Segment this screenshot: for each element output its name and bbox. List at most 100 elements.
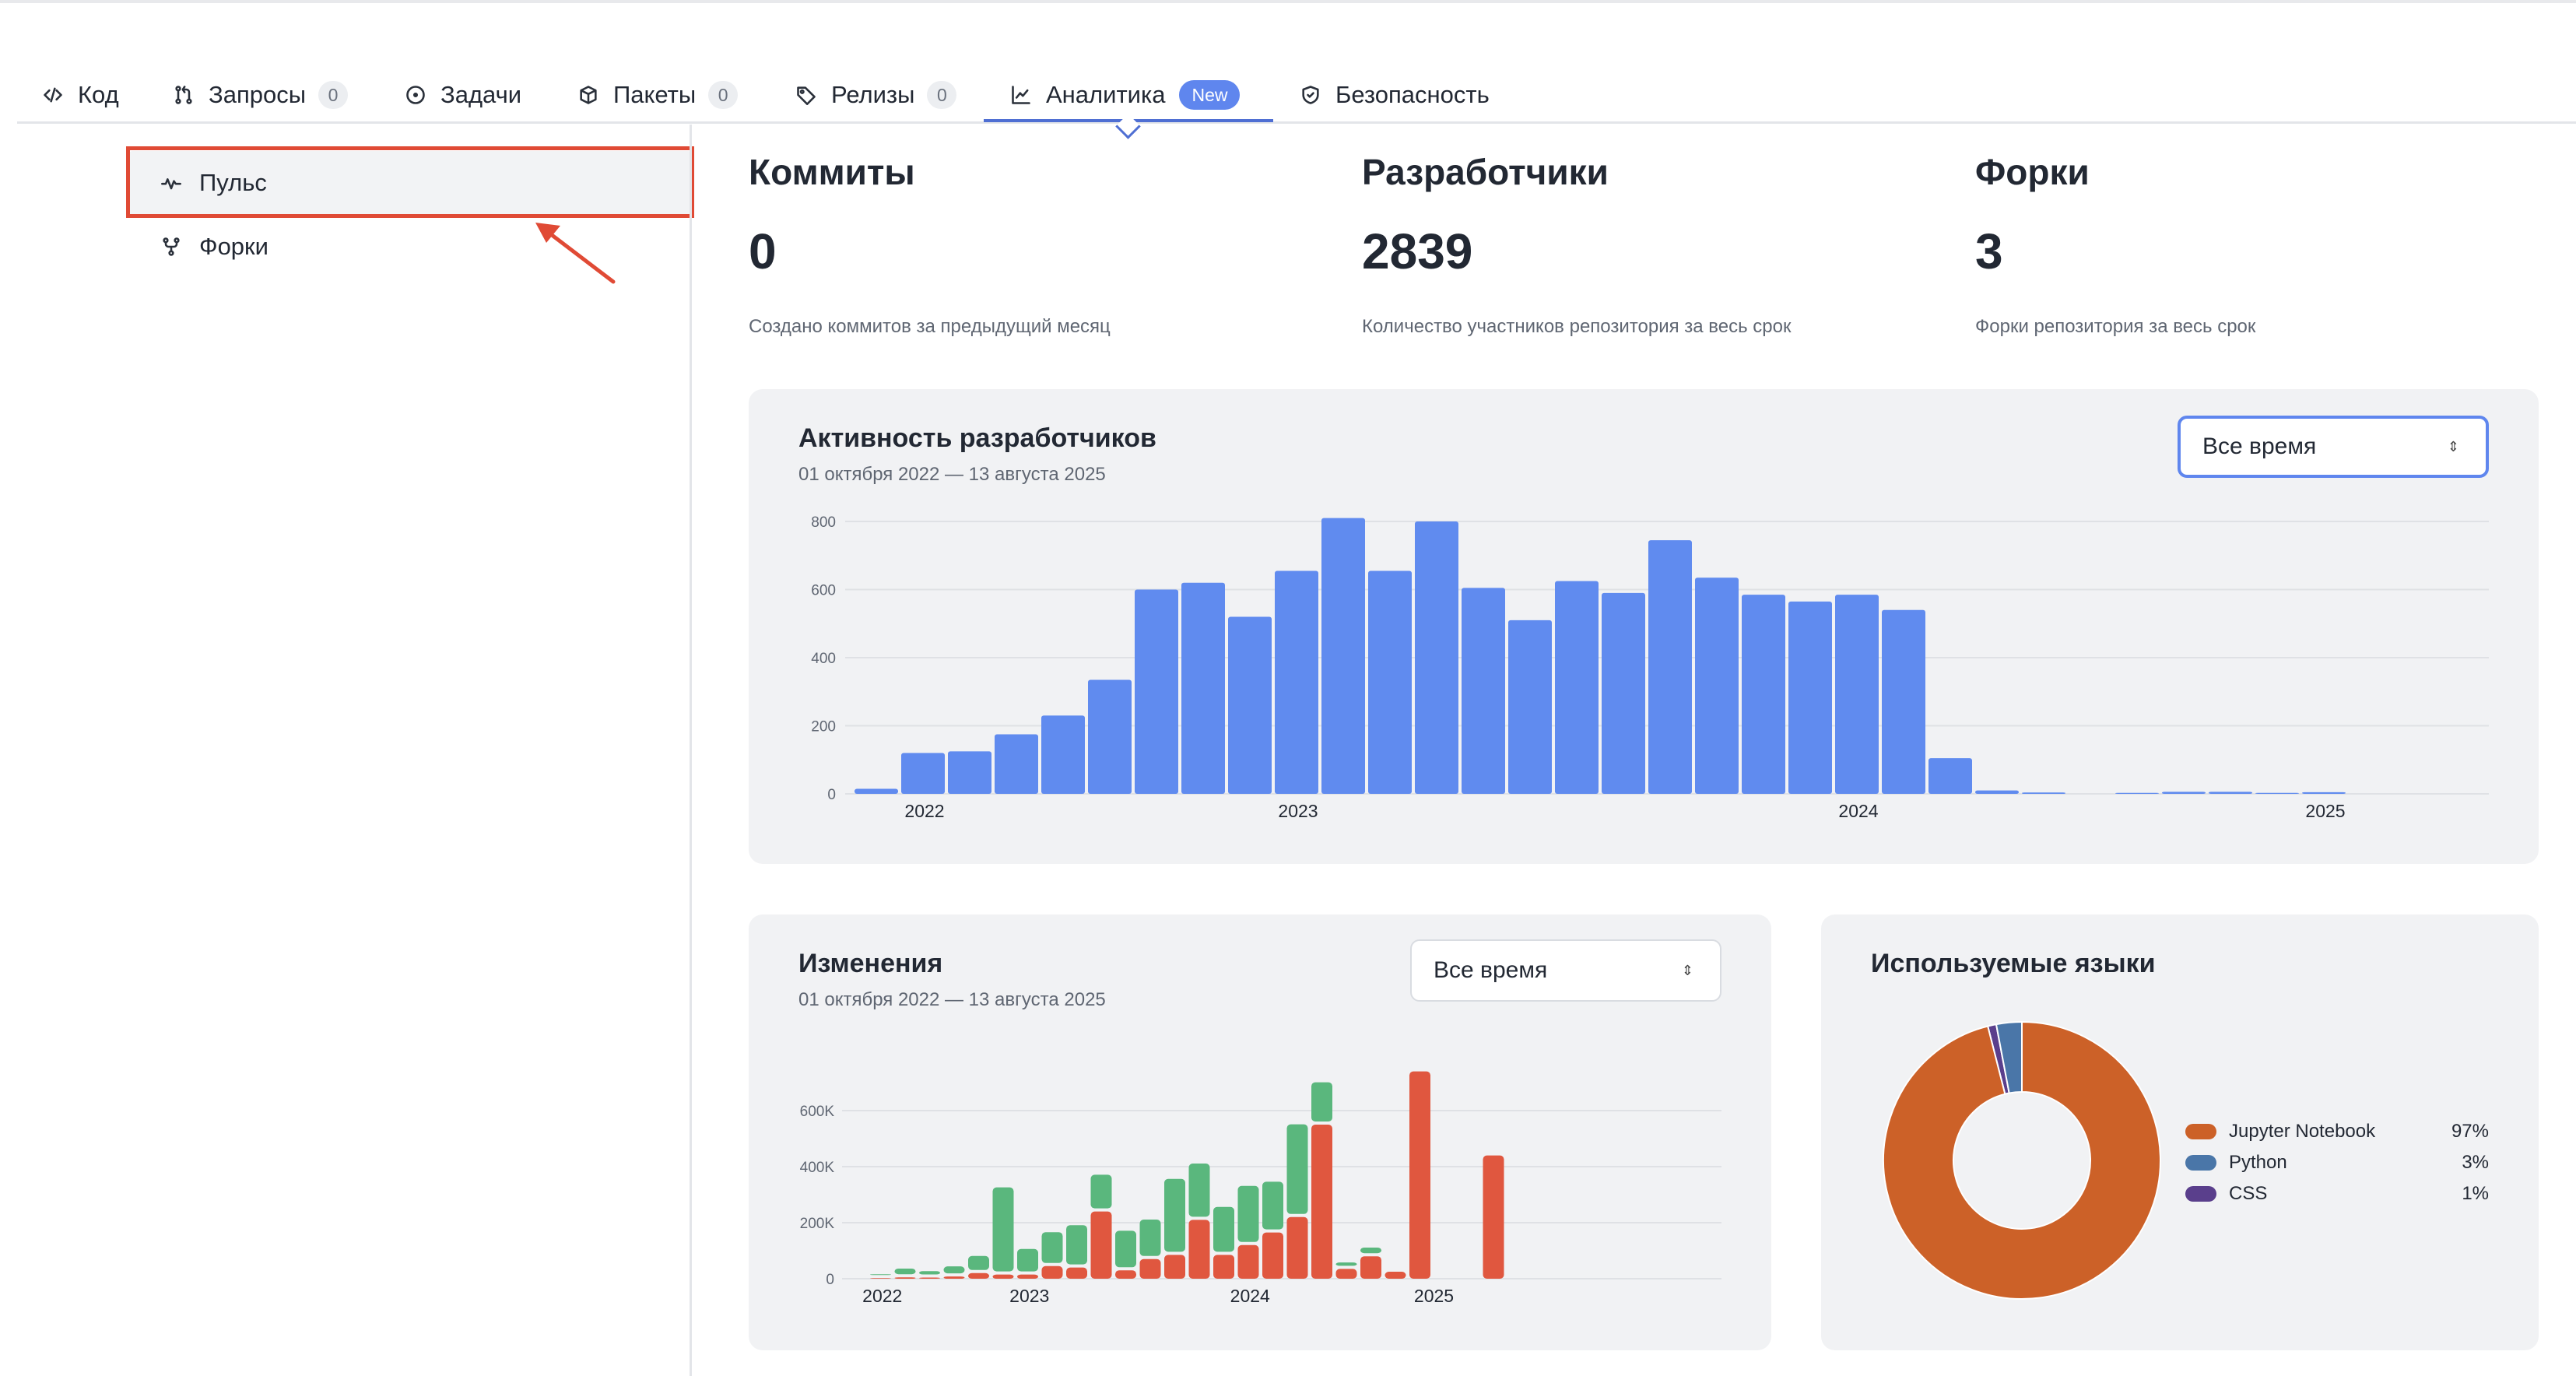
bar-additions — [1360, 1248, 1381, 1254]
panel-subtitle: 01 октября 2022 — 13 августа 2025 — [798, 464, 1106, 485]
issue-icon — [406, 86, 425, 104]
bar-deletions — [1409, 1071, 1430, 1279]
bar-deletions — [1360, 1256, 1381, 1279]
tabs-divider — [17, 121, 2576, 124]
panel-title: Изменения — [798, 949, 943, 978]
x-tick-label: 2022 — [862, 1286, 902, 1306]
tab-label: Код — [78, 81, 119, 108]
y-tick-label: 200K — [800, 1216, 835, 1232]
sidebar-item-forks[interactable]: Форки — [129, 215, 268, 279]
bar-additions — [1311, 1082, 1332, 1122]
bar — [948, 751, 991, 794]
package-icon — [580, 86, 597, 104]
stat-contributors: Разработчики 2839 Количество участников … — [1362, 151, 1938, 337]
bar — [1181, 582, 1225, 794]
top-border — [0, 0, 2576, 3]
bar-additions — [1164, 1178, 1185, 1252]
bar-deletions — [1090, 1211, 1112, 1279]
legend-swatch — [2185, 1155, 2216, 1171]
tab-security[interactable]: Безопасность — [1300, 67, 1490, 123]
tab-packages[interactable]: Пакеты 0 — [577, 67, 739, 123]
bar-deletions — [1385, 1272, 1406, 1279]
pulse-icon — [161, 178, 181, 190]
tab-releases[interactable]: Релизы 0 — [795, 67, 957, 123]
bar-deletions — [1237, 1244, 1259, 1279]
x-tick-label: 2023 — [1278, 801, 1318, 821]
tab-label: Задачи — [440, 81, 522, 108]
sidebar-divider — [690, 125, 692, 1376]
bar-deletions — [1041, 1265, 1063, 1279]
bar — [1135, 589, 1178, 794]
stat-description: Создано коммитов за предыдущий месяц — [749, 316, 1111, 337]
sidebar-item-label: Пульс — [199, 169, 267, 196]
bar-additions — [943, 1266, 965, 1274]
bar-additions — [1139, 1220, 1161, 1256]
tab-analytics[interactable]: Аналитика New — [1010, 67, 1241, 123]
tab-pull-requests[interactable]: Запросы 0 — [173, 67, 349, 123]
bar — [2115, 792, 2159, 794]
bar — [1835, 595, 1879, 794]
bar — [855, 788, 898, 794]
tab-label: Пакеты — [613, 81, 697, 108]
stat-title: Коммиты — [749, 152, 915, 192]
bar-deletions — [1139, 1258, 1161, 1279]
bar — [1882, 609, 1925, 794]
annotation-arrow-icon — [535, 223, 616, 284]
repo-tabs: Код Запросы 0 Задачи Пакеты 0 Релизы 0 А… — [17, 67, 2576, 123]
bar — [1648, 540, 1692, 794]
sidebar-item-label: Форки — [199, 233, 268, 260]
sidebar-item-pulse[interactable]: Пульс — [129, 151, 691, 215]
bar-additions — [1188, 1164, 1210, 1217]
x-tick-label: 2024 — [1230, 1286, 1270, 1306]
stat-value: 0 — [749, 223, 777, 279]
activity-period-select[interactable]: Все время ⇕ — [2178, 416, 2489, 478]
bar — [1321, 518, 1365, 794]
legend-percent: 3% — [2462, 1152, 2489, 1173]
tab-count-badge: 0 — [318, 81, 349, 109]
tab-label: Запросы — [209, 81, 307, 108]
y-tick-label: 200 — [811, 719, 836, 735]
languages-panel: Используемые языки — [1821, 914, 2539, 1350]
stat-forks: Форки 3 Форки репозитория за весь срок — [1975, 151, 2551, 337]
bar-deletions — [968, 1272, 989, 1279]
bar-additions — [1115, 1230, 1136, 1268]
bar-deletions — [894, 1277, 916, 1279]
tab-label: Аналитика — [1046, 81, 1166, 108]
changes-period-select[interactable]: Все время ⇕ — [1410, 939, 1721, 1002]
bar-additions — [1017, 1248, 1038, 1272]
select-value: Все время — [2202, 434, 2317, 459]
changes-chart: 0 200K 400K 600K 2022 2023 2024 2025 — [800, 1071, 1721, 1306]
bar-additions — [1213, 1206, 1234, 1252]
y-tick-label: 600 — [811, 583, 836, 599]
bar-additions — [1286, 1124, 1308, 1214]
stat-description: Форки репозитория за весь срок — [1975, 316, 2256, 337]
stat-value: 2839 — [1362, 223, 1473, 279]
tab-issues[interactable]: Задачи — [405, 67, 521, 123]
select-value: Все время — [1434, 957, 1548, 983]
bar-deletions — [1335, 1269, 1357, 1279]
annotation-highlight-box — [126, 146, 694, 218]
bar — [1368, 570, 1412, 794]
tab-code[interactable]: Код — [42, 67, 119, 123]
code-icon — [44, 87, 62, 103]
panel-title: Активность разработчиков — [798, 423, 1156, 453]
bar-additions — [1090, 1174, 1112, 1209]
stat-description: Количество участников репозитория за вес… — [1362, 316, 1792, 337]
bar — [2209, 792, 2252, 794]
legend-item: CSS 1% — [2185, 1178, 2489, 1209]
bar-deletions — [919, 1277, 940, 1279]
pull-request-icon — [175, 86, 192, 104]
bar — [1462, 588, 1505, 794]
bar — [2255, 792, 2299, 794]
chevron-updown-icon: ⇕ — [1681, 963, 1693, 978]
y-tick-label: 400 — [811, 651, 836, 667]
panel-title: Используемые языки — [1871, 949, 2156, 978]
legend-swatch — [2185, 1186, 2216, 1202]
bar-deletions — [1311, 1125, 1332, 1279]
bar — [1975, 790, 2019, 794]
tab-count-badge: 0 — [927, 81, 957, 109]
x-tick-label: 2025 — [2305, 801, 2345, 821]
y-tick-label: 600K — [800, 1104, 835, 1120]
bar — [901, 753, 945, 794]
bar-deletions — [1213, 1255, 1234, 1279]
